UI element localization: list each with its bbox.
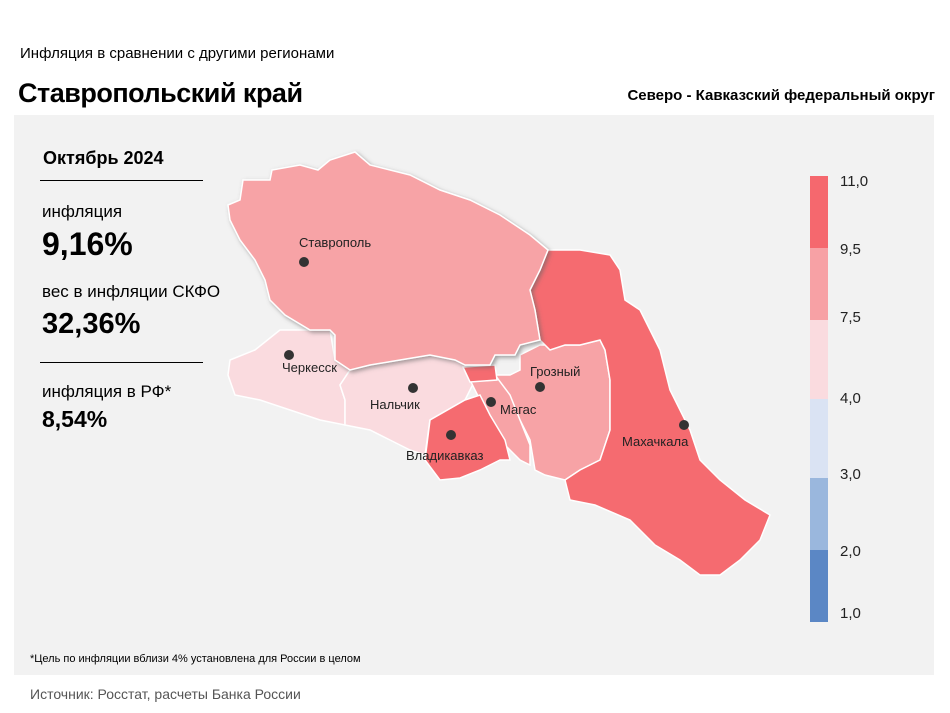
rf-inflation-label: инфляция в РФ* [42, 382, 172, 401]
legend-swatch [810, 176, 828, 248]
color-legend: 11,0 9,5 7,5 4,0 3,0 2,0 1,0 [810, 173, 868, 622]
city-label-nalchik: Нальчик [370, 397, 420, 412]
city-dot-stavropol [299, 257, 309, 267]
city-dot-grozny [535, 382, 545, 392]
divider [40, 180, 203, 181]
city-label-stavropol: Ставрополь [299, 235, 371, 250]
legend-tick: 11,0 [840, 173, 868, 190]
weight-label: вес в инфляции СКФО [42, 282, 221, 301]
city-markers [284, 257, 689, 440]
page-title: Ставропольский край [18, 78, 303, 108]
legend-swatch [810, 399, 828, 478]
region-north-ossetia-part [461, 364, 498, 383]
city-label-magas: Магас [500, 402, 537, 417]
legend-tick: 2,0 [840, 543, 861, 560]
legend-tick: 1,0 [840, 605, 861, 622]
legend-tick: 7,5 [840, 309, 861, 326]
legend-swatch [810, 478, 828, 550]
region-north-ossetia [424, 394, 511, 481]
city-dot-vladikavkaz [446, 430, 456, 440]
weight-value: 32,36% [42, 308, 141, 340]
divider [40, 362, 203, 363]
district-name: Северо - Кавказский федеральный округ [627, 87, 935, 104]
inflation-label: инфляция [42, 202, 123, 221]
rf-inflation-value: 8,54% [42, 406, 108, 432]
legend-tick: 3,0 [840, 466, 861, 483]
footnote: *Цель по инфляции вблизи 4% установлена … [30, 653, 361, 665]
legend-tick: 4,0 [840, 390, 861, 407]
region-kchr [227, 329, 352, 426]
period: Октябрь 2024 [43, 148, 164, 168]
city-dot-cherkessk [284, 350, 294, 360]
region-stavropol [227, 151, 549, 371]
city-dot-makhachkala [679, 420, 689, 430]
city-dot-nalchik [408, 383, 418, 393]
city-label-makhachkala: Махачкала [622, 434, 689, 449]
city-label-grozny: Грозный [530, 364, 580, 379]
subtitle: Инфляция в сравнении с другими регионами [20, 45, 335, 62]
legend-tick: 9,5 [840, 241, 861, 258]
legend-swatch [810, 550, 828, 622]
legend-swatch [810, 248, 828, 320]
inflation-value: 9,16% [42, 226, 133, 262]
source: Источник: Росстат, расчеты Банка России [30, 686, 301, 702]
city-label-cherkessk: Черкесск [282, 360, 337, 375]
region-dagestan [529, 249, 771, 576]
city-dot-magas [486, 397, 496, 407]
legend-swatch [810, 320, 828, 399]
city-label-vladikavkaz: Владикавказ [406, 448, 484, 463]
